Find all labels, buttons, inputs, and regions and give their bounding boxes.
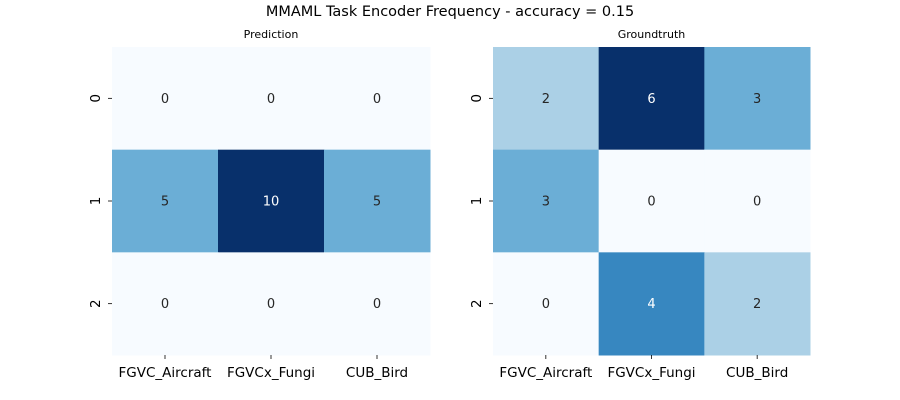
groundtruth-cell-label-r1-c2: 0 — [753, 195, 761, 210]
prediction-panel-title: Prediction — [243, 28, 299, 41]
groundtruth-xtick-label-0: FGVC_Aircraft — [499, 365, 592, 381]
groundtruth-cell-label-r0-c2: 3 — [753, 92, 761, 107]
groundtruth-cell-r0-c1 — [598, 47, 705, 151]
prediction-xtick-label-2: CUB_Bird — [346, 365, 408, 381]
groundtruth-ytick-label-1: 1 — [469, 197, 485, 206]
prediction-cell-r2-c1 — [218, 252, 325, 356]
prediction-cell-label-r2-c0: 0 — [161, 297, 169, 312]
groundtruth-xtick-label-1: FGVCx_Fungi — [607, 365, 695, 381]
prediction-cell-label-r1-c1: 10 — [263, 195, 280, 210]
prediction-cell-r0-c1 — [218, 47, 325, 151]
groundtruth-xtick-label-2: CUB_Bird — [726, 365, 788, 381]
groundtruth-cell-r2-c1 — [598, 252, 705, 356]
prediction-ytick-label-0: 0 — [88, 94, 104, 103]
groundtruth-ytick-label-0: 0 — [469, 94, 485, 103]
groundtruth-cell-label-r0-c0: 2 — [542, 92, 550, 107]
groundtruth-cell-label-r2-c0: 0 — [542, 297, 550, 312]
groundtruth-cell-r0-c0 — [493, 47, 600, 151]
figure-title: MMAML Task Encoder Frequency - accuracy … — [265, 4, 635, 20]
prediction-cell-label-r0-c0: 0 — [161, 92, 169, 107]
prediction-ytick-label-2: 2 — [88, 299, 104, 308]
groundtruth-cell-r1-c0 — [493, 149, 600, 253]
prediction-xtick-label-0: FGVC_Aircraft — [119, 365, 212, 381]
groundtruth-cell-r1-c2 — [704, 149, 811, 253]
groundtruth-cell-label-r2-c2: 2 — [753, 297, 761, 312]
groundtruth-cell-label-r0-c1: 6 — [647, 92, 655, 107]
prediction-cell-r1-c0 — [112, 149, 219, 253]
groundtruth-panel-title: Groundtruth — [617, 28, 686, 41]
groundtruth-cell-label-r1-c0: 3 — [542, 195, 550, 210]
groundtruth-cell-r2-c2 — [704, 252, 811, 356]
prediction-cell-r2-c0 — [112, 252, 219, 356]
groundtruth-cell-label-r1-c1: 0 — [647, 195, 655, 210]
prediction-cell-r0-c2 — [324, 47, 431, 151]
groundtruth-cell-r1-c1 — [598, 149, 705, 253]
prediction-ytick-label-1: 1 — [88, 197, 104, 206]
prediction-cell-label-r2-c1: 0 — [267, 297, 275, 312]
prediction-cell-label-r0-c2: 0 — [373, 92, 381, 107]
prediction-cell-label-r1-c0: 5 — [161, 195, 169, 210]
prediction-xtick-label-1: FGVCx_Fungi — [227, 365, 315, 381]
groundtruth-ytick-label-2: 2 — [469, 299, 485, 308]
prediction-cell-r1-c1 — [218, 149, 325, 253]
prediction-cell-label-r0-c1: 0 — [267, 92, 275, 107]
prediction-cell-r0-c0 — [112, 47, 219, 151]
prediction-cell-label-r1-c2: 5 — [373, 195, 381, 210]
groundtruth-cell-r0-c2 — [704, 47, 811, 151]
prediction-cell-r2-c2 — [324, 252, 431, 356]
groundtruth-cell-r2-c0 — [493, 252, 600, 356]
groundtruth-cell-label-r2-c1: 4 — [647, 297, 655, 312]
prediction-cell-r1-c2 — [324, 149, 431, 253]
prediction-cell-label-r2-c2: 0 — [373, 297, 381, 312]
